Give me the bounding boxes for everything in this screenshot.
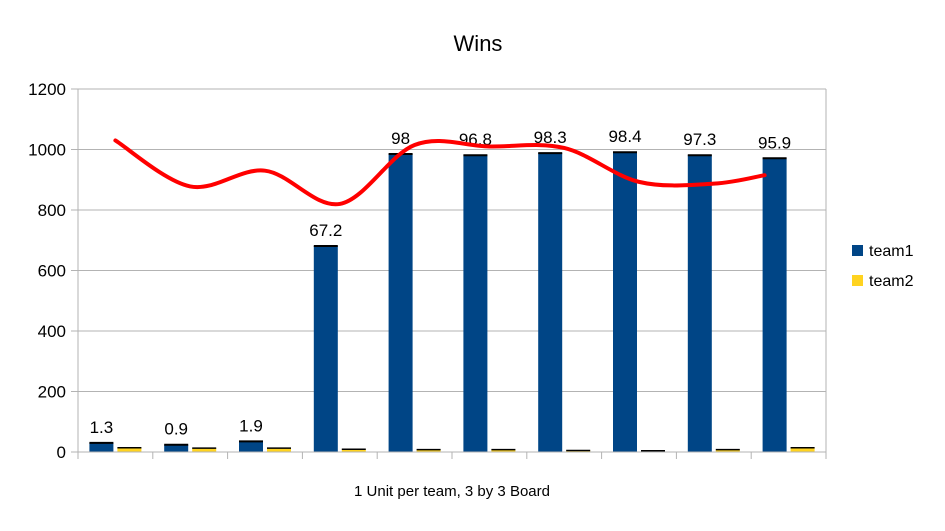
data-label-team1: 98 [391,129,410,148]
bar-team2 [267,448,291,452]
bar-team2 [192,448,217,452]
data-label-team1: 0.9 [164,420,188,439]
bar-team2 [566,450,591,452]
bar-team1 [463,155,488,452]
y-axis-ticks: 0 200 400 600 800 1000 1200 [28,80,66,462]
chart-title: Wins [454,31,503,56]
bar-team2 [491,449,516,452]
data-label-team1: 95.9 [758,133,791,152]
bar-team1 [164,444,189,452]
bar-team1 [762,158,787,452]
bar-team2 [715,449,740,452]
trend-line [113,138,767,207]
data-labels: 1.3 0.9 1.967.298 96.8 98.3 98.4 97.3 95.9 [90,127,792,439]
bar-team1 [313,245,338,452]
bar-team1 [687,155,712,452]
y-tick-label: 1000 [28,141,66,160]
legend-swatch-team1 [852,245,863,256]
bar-team1 [89,442,114,452]
data-label-team1: 98.4 [608,127,641,146]
data-label-team1: 1.3 [90,418,114,437]
bar-team2 [416,449,441,452]
x-axis [71,451,827,459]
y-tick-label: 600 [38,262,66,281]
bars [89,151,815,452]
y-tick-label: 800 [38,201,66,220]
legend-label-team2: team2 [869,273,914,290]
x-axis-label: 1 Unit per team, 3 by 3 Board [354,483,550,500]
data-label-team1: 98.3 [534,128,567,147]
y-tick-label: 200 [38,383,66,402]
bar-team2 [117,447,142,452]
legend: team1 team2 [852,243,914,290]
data-label-team1: 67.2 [309,221,342,240]
y-tick-label: 400 [38,322,66,341]
bar-team1 [388,154,413,452]
y-tick-label: 1200 [28,80,66,99]
bar-team2 [341,449,366,452]
bar-team1 [538,153,563,452]
bar-team2 [790,447,815,452]
bar-team1 [613,152,637,452]
bar-team1 [239,441,263,452]
legend-label-team1: team1 [869,243,914,260]
y-tick-label: 0 [57,443,66,462]
legend-swatch-team2 [852,275,863,286]
data-label-team1: 1.9 [239,416,263,435]
data-label-team1: 97.3 [683,130,716,149]
